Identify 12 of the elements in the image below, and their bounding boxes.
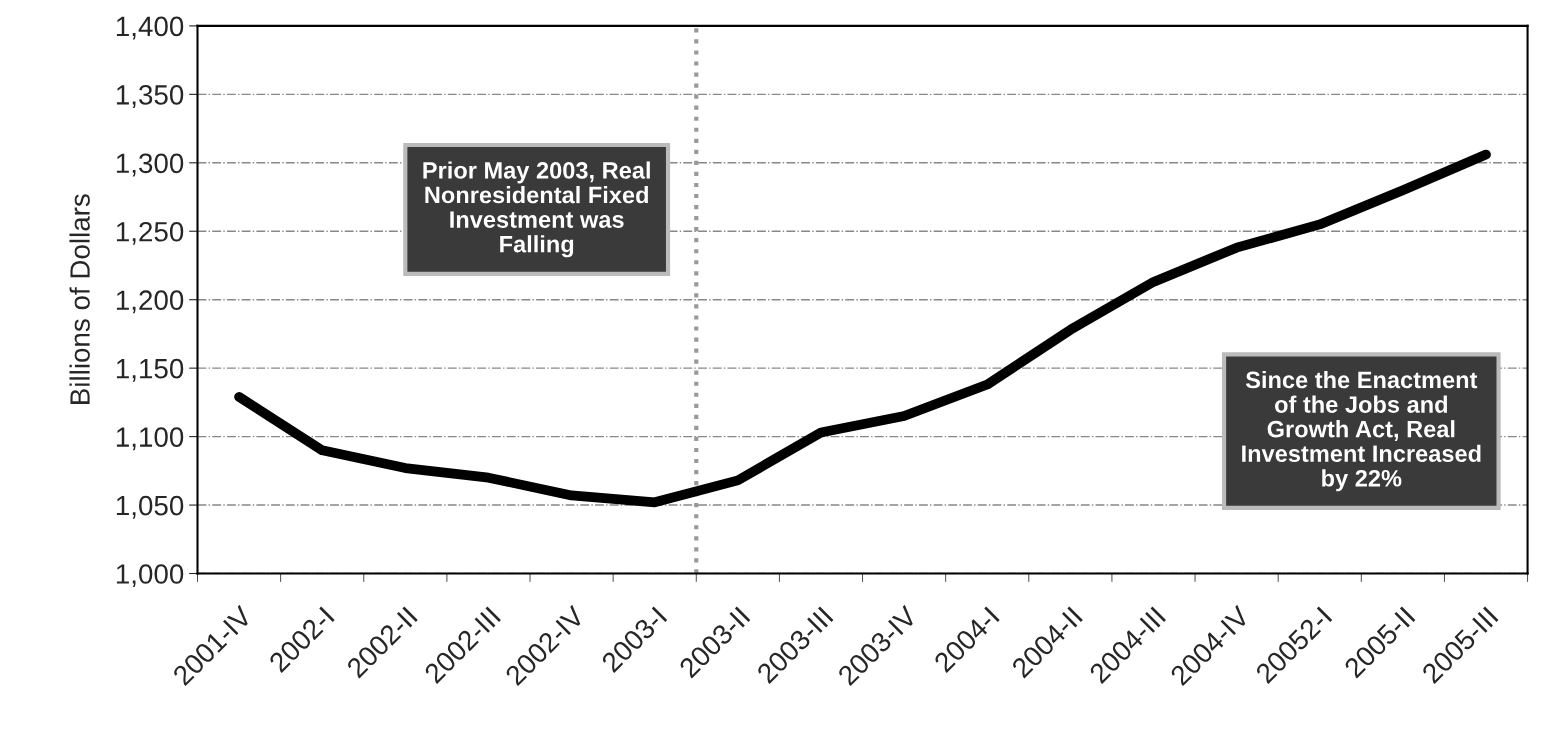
y-tick-label: 1,200: [116, 290, 184, 314]
y-tick-label: 1,050: [116, 495, 184, 519]
y-tick-label: 1,400: [116, 16, 184, 40]
y-tick-label: 1,100: [116, 427, 184, 451]
annotation: Prior May 2003, Real Nonresidental Fixed Investment was Falling: [423, 161, 650, 258]
annotation: Since the Enactment of the Jobs and Growth Act, Real Investment Increased by 22%: [1242, 370, 1481, 492]
y-tick-label: 1,000: [116, 564, 184, 588]
y-axis-title: Billions of Dollars: [69, 194, 90, 404]
y-tick-label: 1,150: [116, 358, 184, 382]
y-tick-label: 1,250: [116, 221, 184, 245]
y-tick-label: 1,300: [116, 153, 184, 177]
y-tick-label: 1,350: [116, 85, 184, 108]
